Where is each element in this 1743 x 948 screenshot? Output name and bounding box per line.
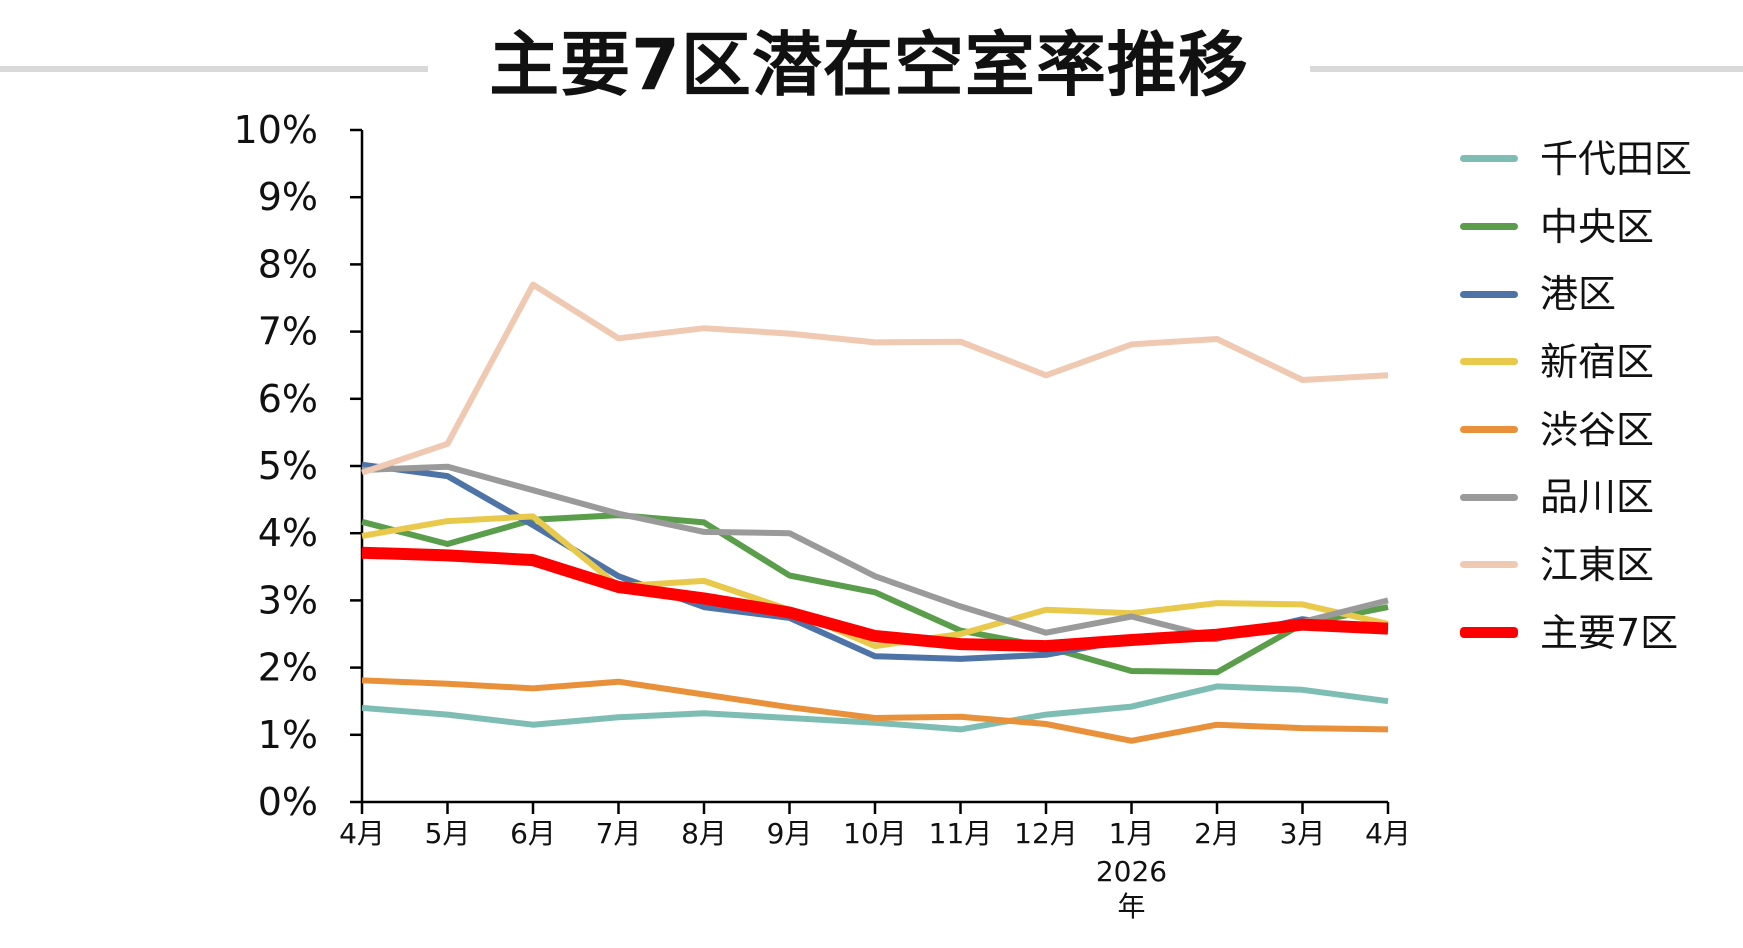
x-year-suffix-label: 年 — [1117, 890, 1145, 923]
x-tick-label: 11月 — [929, 817, 993, 850]
legend-label: 港区 — [1540, 272, 1617, 317]
y-tick-label: 9% — [258, 175, 318, 219]
legend-swatch — [1460, 561, 1518, 569]
series-line-7 — [361, 546, 1389, 653]
x-tick-label: 4月 — [339, 817, 385, 850]
y-tick-label: 4% — [258, 511, 318, 555]
series-line-5 — [361, 463, 1389, 641]
series-line-6 — [361, 281, 1389, 476]
y-tick-label: 1% — [258, 713, 318, 757]
legend-item: 港区 — [1460, 260, 1692, 328]
series-line-4 — [361, 677, 1389, 744]
x-tick-label: 3月 — [1280, 817, 1326, 850]
legend-label: 主要7区 — [1540, 610, 1679, 655]
x-tick-label: 6月 — [510, 817, 556, 850]
x-year-label: 2026 — [1096, 855, 1167, 888]
x-tick-label: 2月 — [1194, 817, 1240, 850]
legend-swatch — [1460, 358, 1518, 366]
x-tick-label: 1月 — [1109, 817, 1155, 850]
chart-legend: 千代田区中央区港区新宿区渋谷区品川区江東区主要7区 — [1460, 125, 1692, 667]
legend-label: 品川区 — [1540, 475, 1655, 520]
series-line-0 — [361, 683, 1389, 733]
legend-label: 渋谷区 — [1540, 407, 1655, 452]
legend-swatch — [1460, 493, 1518, 501]
series-line-3 — [361, 513, 1389, 650]
legend-swatch — [1460, 426, 1518, 434]
legend-swatch — [1460, 290, 1518, 298]
legend-label: 江東区 — [1540, 542, 1655, 587]
legend-swatch — [1460, 223, 1518, 231]
legend-item: 主要7区 — [1460, 599, 1692, 667]
x-tick-label: 7月 — [596, 817, 642, 850]
y-tick-label: 3% — [258, 578, 318, 622]
title-area: 主要7区潜在空室率推移 — [0, 20, 1743, 110]
title-rule-left — [0, 66, 428, 72]
x-tick-label: 10月 — [843, 817, 907, 850]
title-rule-right — [1310, 66, 1743, 72]
legend-item: 千代田区 — [1460, 125, 1692, 193]
legend-swatch — [1460, 627, 1518, 639]
y-tick-label: 2% — [258, 646, 318, 690]
x-tick-label: 12月 — [1014, 817, 1078, 850]
chart-title: 主要7区潜在空室率推移 — [489, 24, 1249, 106]
legend-item: 新宿区 — [1460, 328, 1692, 396]
legend-item: 品川区 — [1460, 463, 1692, 531]
legend-item: 中央区 — [1460, 193, 1692, 261]
x-tick-label: 5月 — [425, 817, 471, 850]
legend-swatch — [1460, 155, 1518, 163]
legend-label: 新宿区 — [1540, 339, 1655, 384]
y-tick-label: 0% — [258, 780, 318, 824]
legend-item: 渋谷区 — [1460, 396, 1692, 464]
legend-label: 千代田区 — [1540, 136, 1693, 181]
x-tick-label: 4月 — [1365, 817, 1411, 850]
y-tick-label: 8% — [258, 242, 318, 286]
x-tick-label: 8月 — [681, 817, 727, 850]
y-tick-label: 5% — [258, 444, 318, 488]
legend-label: 中央区 — [1540, 204, 1655, 249]
x-tick-label: 9月 — [767, 817, 813, 850]
y-tick-label: 7% — [258, 310, 318, 354]
legend-item: 江東区 — [1460, 531, 1692, 599]
y-tick-label: 10% — [234, 108, 318, 152]
y-tick-label: 6% — [258, 377, 318, 421]
